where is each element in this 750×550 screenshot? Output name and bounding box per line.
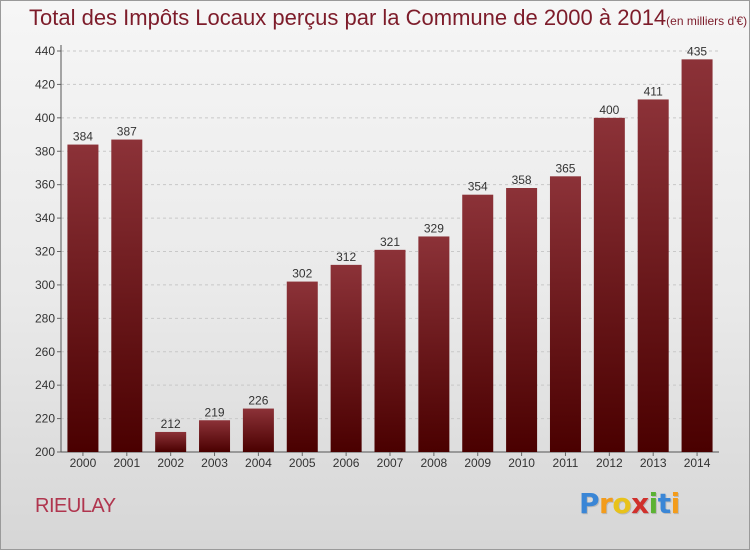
bar — [330, 264, 362, 452]
logo-letter: x — [631, 487, 649, 520]
y-tick-label: 240 — [35, 378, 55, 392]
logo-letter: t — [657, 487, 671, 520]
data-label: 365 — [555, 161, 575, 175]
chart-title-text: Total des Impôts Locaux perçus par la Co… — [29, 5, 667, 30]
data-label: 212 — [161, 417, 181, 431]
data-labels: 384 387 212 219 226 302 312 321 329 354 358 365 400 4… — [73, 44, 707, 431]
x-tick-label: 2001 — [113, 456, 140, 470]
bar — [67, 144, 99, 453]
x-tick-label: 2002 — [157, 456, 184, 470]
logo-letter: i — [648, 487, 659, 520]
x-tick-label: 2014 — [684, 456, 711, 470]
bar — [637, 99, 669, 453]
y-tick-label: 200 — [35, 445, 55, 459]
logo-letter: i — [670, 487, 681, 520]
x-tick-label: 2006 — [333, 456, 360, 470]
x-tick-labels: 2000 2001 2002 2003 2004 2005 2006 2007 2008 2009… — [70, 452, 711, 470]
y-tick-label: 280 — [35, 311, 55, 325]
logo-letter: P — [579, 487, 600, 520]
chart-title: Total des Impôts Locaux perçus par la Co… — [29, 5, 747, 31]
y-tick-label: 400 — [35, 111, 55, 125]
data-label: 329 — [424, 221, 444, 235]
y-tick-label: 220 — [35, 412, 55, 426]
bar — [374, 249, 406, 452]
bar — [418, 236, 450, 452]
x-tick-label: 2010 — [508, 456, 535, 470]
data-label: 435 — [687, 44, 707, 58]
data-label: 302 — [292, 267, 312, 281]
y-tick-label: 420 — [35, 77, 55, 91]
logo-letter: o — [612, 487, 632, 520]
x-tick-label: 2011 — [553, 456, 579, 470]
bar — [549, 176, 581, 452]
bar — [111, 139, 143, 452]
data-label: 384 — [73, 130, 93, 144]
x-tick-label: 2005 — [289, 456, 316, 470]
bar — [242, 408, 274, 452]
data-label: 226 — [248, 394, 268, 408]
data-label: 387 — [117, 125, 137, 139]
bar — [506, 188, 538, 452]
data-label: 354 — [468, 180, 488, 194]
logo-letter: r — [599, 487, 613, 520]
data-label: 312 — [336, 250, 356, 264]
data-label: 321 — [380, 235, 400, 249]
y-tick-label: 440 — [35, 44, 55, 58]
place-name: RIEULAY — [35, 495, 116, 517]
y-tick-labels: 200 220 240 260 280 300 320 340 360 380 400 420 440 — [35, 44, 55, 459]
bar — [286, 281, 318, 452]
x-tick-label: 2009 — [464, 456, 491, 470]
data-label: 219 — [205, 405, 225, 419]
chart-unit: (en milliers d'€) — [666, 14, 748, 28]
bar — [155, 431, 187, 452]
y-tick-label: 340 — [35, 211, 55, 225]
y-tick-label: 380 — [35, 144, 55, 158]
y-tick-label: 260 — [35, 345, 55, 359]
y-tick-label: 360 — [35, 178, 55, 192]
x-tick-label: 2000 — [70, 456, 97, 470]
y-tick-label: 320 — [35, 245, 55, 259]
y-tick-label: 300 — [35, 278, 55, 292]
bar — [462, 194, 494, 453]
x-tick-label: 2003 — [201, 456, 228, 470]
bars — [67, 59, 713, 453]
data-label: 400 — [599, 103, 619, 117]
bar — [681, 59, 713, 453]
x-tick-label: 2013 — [640, 456, 667, 470]
bar — [199, 420, 231, 452]
bar — [593, 117, 625, 452]
data-label: 358 — [512, 173, 532, 187]
x-tick-label: 2008 — [421, 456, 448, 470]
x-tick-label: 2004 — [245, 456, 272, 470]
x-tick-label: 2007 — [377, 456, 404, 470]
data-label: 411 — [644, 84, 663, 98]
proxiti-logo: Proxiti — [579, 487, 680, 520]
x-tick-label: 2012 — [596, 456, 623, 470]
